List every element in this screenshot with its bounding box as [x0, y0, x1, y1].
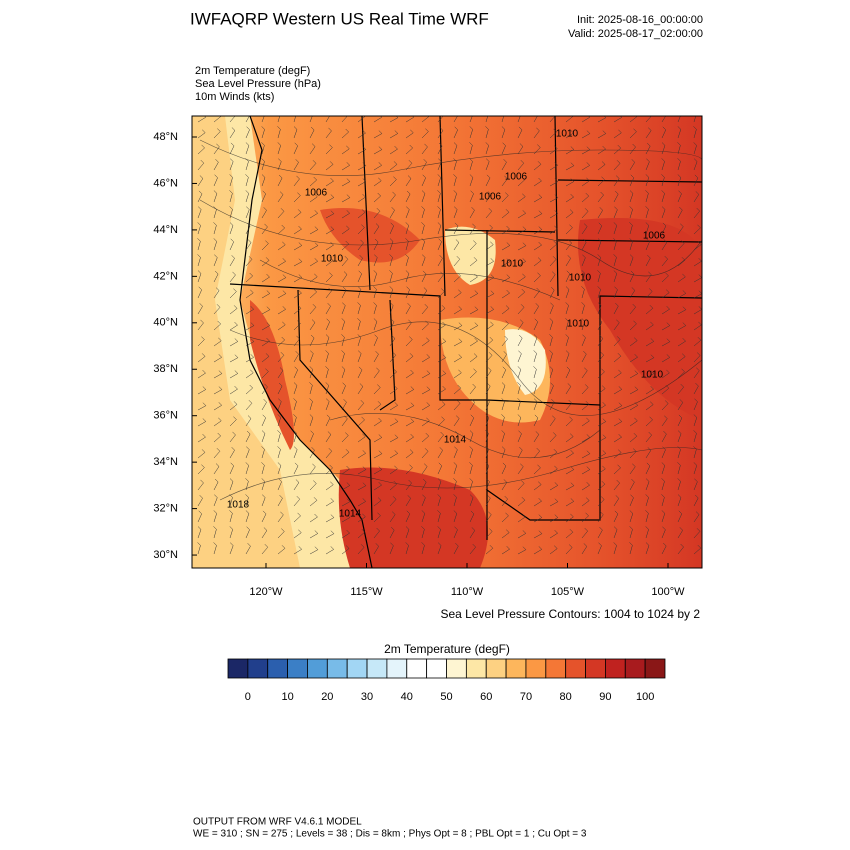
colorbar-box — [346, 658, 368, 679]
lat-label: 38°N — [153, 363, 178, 375]
lat-label: 40°N — [153, 317, 178, 329]
colorbar-box — [307, 658, 328, 679]
colorbar-box — [585, 658, 606, 679]
contour-label: 1010 — [556, 129, 579, 140]
lat-label: 44°N — [153, 224, 178, 236]
colorbar-box — [247, 658, 269, 679]
lat-label: 48°N — [153, 131, 178, 143]
colorbar-box — [366, 658, 388, 679]
contour-label: 1014 — [444, 435, 467, 446]
lat-label: 42°N — [153, 270, 178, 282]
lat-label: 32°N — [153, 503, 178, 515]
colorbar-box — [644, 658, 666, 679]
colorbar-box — [326, 658, 348, 679]
lon-label: 115°W — [350, 586, 383, 598]
colorbar-tick-label: 90 — [599, 691, 611, 703]
contour-label: 1018 — [227, 500, 250, 511]
lat-label: 36°N — [153, 410, 178, 422]
field-label: 10m Winds (kts) — [195, 91, 274, 103]
colorbar-box — [386, 658, 408, 679]
lon-label: 105°W — [551, 586, 585, 598]
colorbar-tick-label: 70 — [520, 691, 532, 703]
lon-label: 110°W — [451, 586, 484, 598]
colorbar-tick-label: 20 — [321, 691, 333, 703]
lat-label: 34°N — [153, 456, 178, 468]
colorbar-box — [446, 658, 467, 679]
map-frame — [191, 115, 703, 569]
colorbar-tick-label: 60 — [480, 691, 492, 703]
contour-label: 1010 — [501, 259, 524, 270]
lat-label: 46°N — [153, 177, 178, 189]
colorbar-tick-label: 80 — [560, 691, 572, 703]
colorbar-tick-label: 0 — [245, 691, 251, 703]
colorbar-box — [485, 658, 507, 679]
footer-line: OUTPUT FROM WRF V4.6.1 MODEL — [193, 817, 362, 828]
contour-label: 1010 — [567, 319, 590, 330]
contour-label: 1014 — [339, 509, 362, 520]
colorbar-tick-label: 40 — [401, 691, 413, 703]
contour-note: Sea Level Pressure Contours: 1004 to 102… — [441, 607, 701, 621]
init-time: Init: 2025-08-16_00:00:00 — [577, 14, 703, 26]
colorbar-box — [406, 658, 428, 679]
contour-label: 1010 — [569, 273, 592, 284]
field-label: Sea Level Pressure (hPa) — [195, 78, 321, 90]
colorbar-box — [605, 658, 626, 679]
lon-label: 100°W — [651, 586, 685, 598]
title: IWFAQRP Western US Real Time WRF — [190, 9, 489, 28]
colorbar-box — [505, 658, 527, 679]
field-label: 2m Temperature (degF) — [195, 65, 310, 77]
footer-line: WE = 310 ; SN = 275 ; Levels = 38 ; Dis … — [193, 829, 587, 840]
colorbar-tick-label: 100 — [636, 691, 654, 703]
colorbar-box — [525, 658, 547, 679]
colorbar-box — [624, 658, 646, 679]
colorbar-box — [227, 658, 249, 679]
contour-label: 1006 — [479, 192, 502, 203]
colorbar-box — [267, 658, 288, 679]
contour-label: 1006 — [505, 172, 528, 183]
lat-label: 30°N — [153, 549, 178, 561]
colorbar-box — [545, 658, 567, 679]
contour-label: 1006 — [305, 188, 328, 199]
colorbar-tick-label: 10 — [281, 691, 293, 703]
valid-time: Valid: 2025-08-17_02:00:00 — [568, 28, 703, 40]
colorbar-tick-label: 30 — [361, 691, 373, 703]
colorbar-box — [565, 658, 586, 679]
colorbar-box — [426, 658, 447, 679]
colorbar-tick-label: 50 — [440, 691, 452, 703]
colorbar-box — [465, 658, 487, 679]
contour-label: 1006 — [643, 231, 666, 242]
lon-label: 120°W — [249, 586, 283, 598]
contour-label: 1010 — [641, 370, 664, 381]
colorbar-title: 2m Temperature (degF) — [384, 642, 510, 656]
contour-label: 1010 — [321, 254, 344, 265]
map-field — [192, 116, 702, 568]
colorbar-box — [287, 658, 308, 679]
